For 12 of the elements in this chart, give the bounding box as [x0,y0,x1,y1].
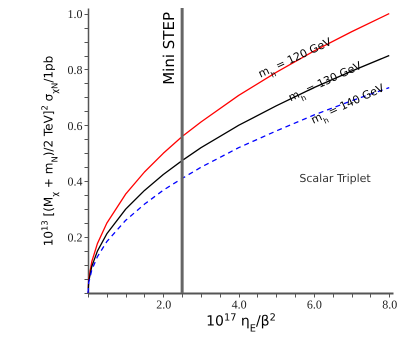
x-tick-label: 4.0 [232,298,247,312]
annotation: Scalar Triplet [299,172,372,185]
y-tick-label: 0.8 [68,62,82,77]
y-tick-label: 0.4 [68,174,82,189]
x-axis-title: 10$^{17}$ η$_{E}$/β$^{2}$ [206,312,276,334]
x-tick-label: 8.0 [382,298,398,312]
y-tick-label: 0.2 [68,230,82,245]
y-tick-label: 0.6 [68,118,82,133]
x-tick-label: 6.0 [306,298,322,312]
y-tick-label: 1.0 [68,7,82,22]
x-tick-label: 2.0 [156,298,172,312]
ref-line-label: Mini STEP [160,12,178,85]
